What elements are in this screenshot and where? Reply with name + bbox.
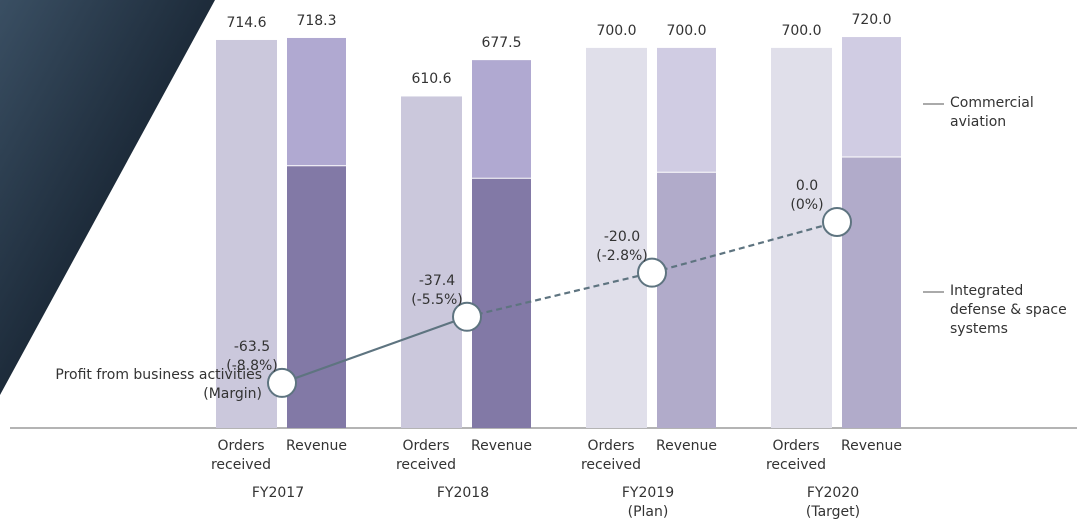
revenue-segment bbox=[472, 60, 531, 179]
profit-line bbox=[466, 271, 653, 318]
orders-axis-label: Orders received bbox=[210, 438, 272, 473]
orders-axis-label: Orders received bbox=[765, 438, 827, 473]
revenue-axis-label: Revenue bbox=[471, 438, 532, 454]
profit-value-label: -37.4 bbox=[418, 272, 456, 289]
orders-bar bbox=[586, 47, 647, 428]
orders-value-label: 714.6 bbox=[226, 14, 267, 31]
category-label: FY2020 (Target) bbox=[805, 485, 861, 520]
revenue-segment bbox=[657, 172, 716, 428]
revenue-value-label: 677.5 bbox=[481, 35, 522, 52]
revenue-value-label: 718.3 bbox=[296, 12, 337, 29]
photo bbox=[0, 0, 215, 395]
revenue-segment bbox=[842, 157, 901, 428]
profit-point bbox=[637, 257, 667, 288]
profit-value-label: -20.0 bbox=[603, 228, 641, 245]
profit-value-label: -63.5 bbox=[233, 338, 271, 355]
revenue-segment bbox=[657, 47, 716, 173]
profit-value-label: 0.0 bbox=[795, 177, 819, 194]
profit-line bbox=[281, 315, 468, 384]
orders-value-label: 700.0 bbox=[781, 22, 822, 39]
orders-bar bbox=[216, 39, 277, 428]
revenue-axis-label: Revenue bbox=[656, 438, 717, 454]
profit-line bbox=[651, 220, 838, 274]
revenue-segment bbox=[472, 178, 531, 428]
category-label: FY2017 bbox=[251, 485, 305, 501]
legend-label: Integrated defense & space systems bbox=[950, 283, 1067, 337]
orders-bar bbox=[401, 96, 462, 429]
revenue-segment bbox=[842, 37, 901, 158]
orders-axis-label: Orders received bbox=[580, 438, 642, 473]
profit-margin-label: (-8.8%) bbox=[226, 357, 278, 374]
category-label: FY2018 bbox=[436, 485, 490, 501]
revenue-axis-label: Revenue bbox=[841, 438, 902, 454]
orders-value-label: 700.0 bbox=[596, 22, 637, 39]
profit-margin-label: (-2.8%) bbox=[596, 247, 648, 264]
revenue-value-label: 700.0 bbox=[666, 22, 707, 39]
revenue-value-label: 720.0 bbox=[851, 12, 892, 29]
revenue-segment bbox=[287, 165, 346, 429]
category-label: FY2019 (Plan) bbox=[621, 485, 675, 520]
legend-label: Commercial aviation bbox=[950, 95, 1034, 130]
profit-margin-label: (-5.5%) bbox=[411, 291, 463, 308]
profit-point bbox=[822, 206, 852, 237]
orders-axis-label: Orders received bbox=[395, 438, 457, 473]
revenue-segment bbox=[287, 37, 346, 166]
profit-margin-label: (0%) bbox=[790, 196, 824, 213]
profit-point bbox=[267, 367, 297, 398]
revenue-axis-label: Revenue bbox=[286, 438, 347, 454]
orders-value-label: 610.6 bbox=[411, 71, 452, 88]
profit-point bbox=[452, 301, 482, 332]
profit-series-label: Profit from business activities (Margin) bbox=[55, 367, 262, 402]
